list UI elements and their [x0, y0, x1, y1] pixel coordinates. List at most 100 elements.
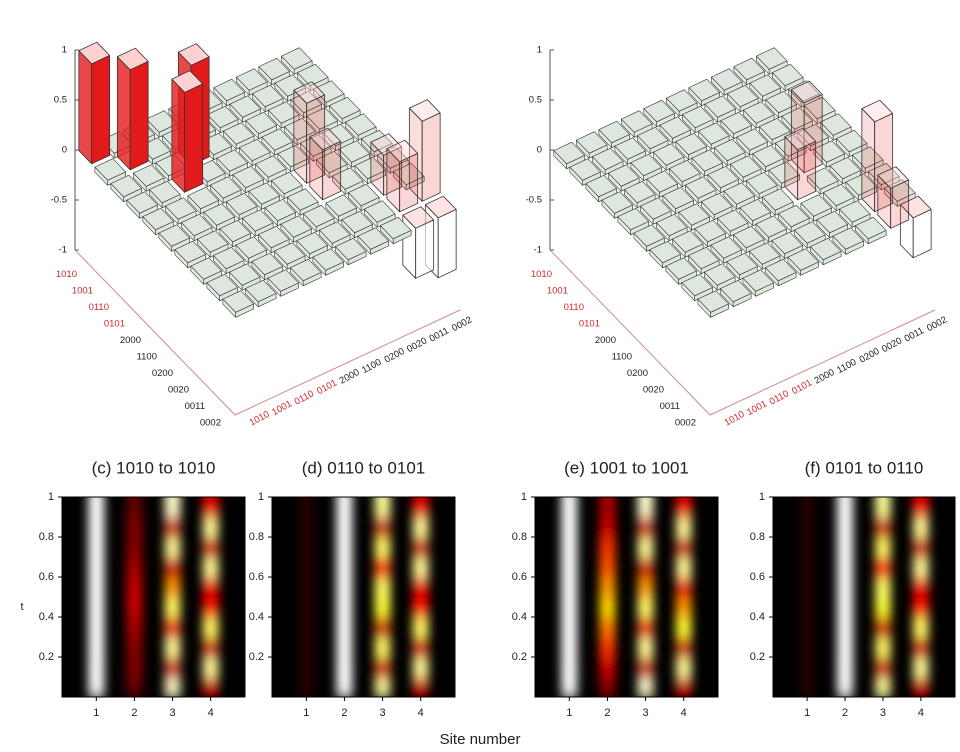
bar-face-top: [720, 111, 752, 135]
x-tick-label: 3: [880, 707, 886, 719]
x-tick-label: 3: [380, 707, 386, 719]
heat-cell: [202, 636, 219, 658]
row-label: 1010: [56, 269, 77, 280]
col-label: 0020: [880, 335, 904, 355]
bar-face-top: [252, 84, 284, 108]
tile: [807, 167, 839, 195]
tile: [255, 155, 287, 183]
tile: [110, 174, 142, 203]
heat-cell: [336, 536, 353, 558]
heat-cell: [675, 556, 692, 578]
tile: [303, 204, 335, 233]
bar-face-top: [245, 111, 277, 135]
heat-cell: [599, 536, 616, 558]
tile: [296, 231, 328, 260]
heat-cell: [202, 497, 219, 518]
tile: [678, 203, 710, 231]
tile: [765, 90, 797, 119]
heat-cell: [599, 497, 616, 518]
row-label: 1100: [137, 351, 157, 362]
col-label: 1100: [360, 357, 383, 376]
col-label: 0002: [450, 314, 474, 334]
tile: [730, 155, 762, 183]
bar-face-top: [290, 258, 322, 282]
heat-cell: [561, 556, 578, 578]
heat-cell: [336, 516, 353, 538]
bar-face-top: [306, 107, 338, 130]
tile: [653, 143, 685, 171]
tile: [251, 252, 283, 281]
tile: [248, 182, 280, 210]
tile: [345, 113, 377, 141]
heatmap-cells: [561, 497, 692, 697]
bar: [370, 133, 403, 196]
tile: [707, 165, 739, 194]
tile: [274, 242, 306, 270]
bar-face-top: [171, 70, 204, 93]
tile: [277, 144, 309, 173]
bar-face-top: [78, 41, 111, 65]
bar-face-top: [258, 225, 290, 249]
bar-face-top: [765, 258, 797, 282]
bar-face-top: [329, 96, 361, 120]
heat-cell: [675, 516, 692, 538]
heat-cell: [912, 497, 929, 518]
bar-face-top: [621, 110, 653, 133]
row-label: 1001: [72, 285, 93, 296]
heat-cell: [637, 516, 654, 538]
bar-face-top: [820, 113, 852, 136]
tile: [598, 120, 630, 149]
bar-face-top: [281, 47, 313, 70]
bar-face-top: [280, 215, 312, 238]
bar-face-top: [682, 105, 714, 129]
heat-cell: [164, 656, 181, 678]
tile: [617, 207, 649, 236]
bar-face-top: [694, 219, 726, 243]
tile: [165, 197, 197, 225]
heat-cell: [561, 576, 578, 598]
tile: [698, 122, 730, 150]
bar-face-top: [274, 242, 306, 265]
tile: [267, 269, 299, 297]
heat-cell: [202, 556, 219, 578]
tile: [778, 204, 810, 233]
bar-face-top: [290, 90, 322, 114]
bar-face-top: [357, 227, 389, 250]
bar-face-top: [197, 230, 229, 253]
heat-cell: [874, 516, 891, 538]
bar-face-top: [701, 192, 733, 216]
bar-face-top: [213, 78, 245, 102]
bar-face-top: [300, 134, 332, 157]
bar-face-top: [287, 188, 319, 211]
heat-cell: [799, 497, 816, 518]
bar-face-top: [672, 230, 704, 253]
bar-face-top: [213, 246, 245, 270]
tile: [290, 90, 322, 119]
bar-face-left: [399, 152, 419, 213]
heat-cell: [298, 576, 315, 598]
tile: [252, 84, 284, 113]
bar-face-left: [415, 219, 435, 279]
bar-face-top: [601, 191, 633, 214]
tile: [242, 209, 274, 237]
y-tick-label: 1: [521, 491, 527, 503]
tile: [746, 171, 778, 200]
bar-face-top: [165, 197, 197, 220]
bar-face-top: [656, 213, 688, 237]
heatmap-cells: [88, 497, 219, 697]
heat-cell: [88, 576, 105, 598]
bar-face-top: [297, 63, 329, 87]
heat-cell: [561, 497, 578, 518]
bar-face-top: [816, 210, 848, 234]
row-label: 0200: [152, 368, 173, 379]
bar-face-top: [711, 68, 743, 91]
tile: [749, 74, 781, 102]
col-label: 0200: [383, 346, 407, 366]
heat-cell: [202, 656, 219, 678]
bar-face-top: [771, 231, 803, 255]
tile: [197, 230, 229, 258]
heat-cell: [561, 616, 578, 638]
bar-face-top: [251, 252, 283, 276]
bar-face-top: [797, 123, 829, 147]
